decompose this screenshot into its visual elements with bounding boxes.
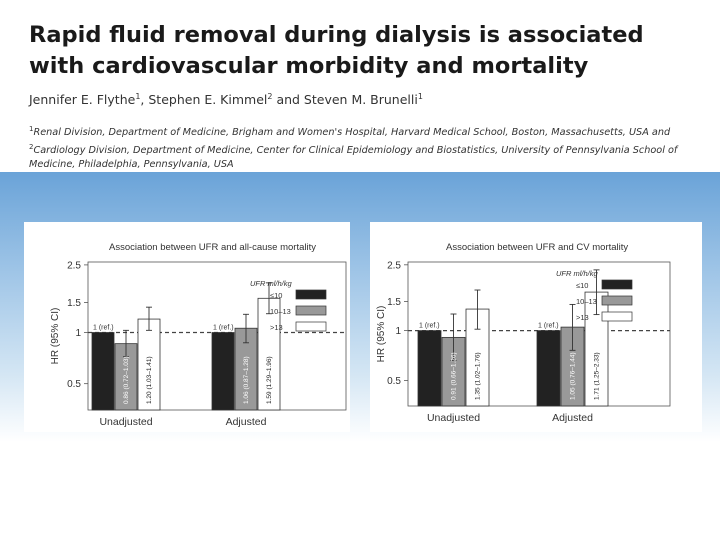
slide-header: Rapid fluid removal during dialysis is a… xyxy=(0,0,720,172)
y-tick-label: 1.5 xyxy=(387,297,401,308)
category-label: Unadjusted xyxy=(427,412,480,424)
legend-swatch xyxy=(601,311,633,322)
data-label: 1 (ref.) xyxy=(213,325,234,332)
legend-label: 10–13 xyxy=(576,297,597,306)
data-label: 1.06 (0.87–1.28) xyxy=(243,356,250,404)
title-line-1: Rapid fluid removal during dialysis is a… xyxy=(29,22,644,48)
legend-swatch xyxy=(295,289,327,300)
data-label: 1.05 (0.76–1.44) xyxy=(570,352,577,400)
chart-panel-cv: Association between UFR and CV mortality… xyxy=(370,222,702,432)
y-tick-label: 0.5 xyxy=(387,376,401,387)
data-label: 1 (ref.) xyxy=(538,323,559,330)
bar xyxy=(536,330,561,407)
data-label: 0.86 (0.72–1.03) xyxy=(123,356,130,404)
category-label: Adjusted xyxy=(552,412,593,424)
data-label: 1.59 (1.29–1.96) xyxy=(266,356,273,404)
y-tick-label: 0.5 xyxy=(67,379,81,390)
affil-2-text: Cardiology Division, Department of Medic… xyxy=(29,145,678,171)
affil-1-sup: 1 xyxy=(29,125,34,133)
author-1-sup: 1 xyxy=(135,92,141,101)
data-label: 1 (ref.) xyxy=(419,323,440,330)
author-1: Jennifer E. Flythe xyxy=(29,92,136,108)
legend-label: ≤10 xyxy=(576,281,588,290)
author-3-sup: 1 xyxy=(417,92,423,101)
data-label: 1.71 (1.25–2.33) xyxy=(594,352,601,400)
data-label: 1.35 (1.02–1.76) xyxy=(475,352,482,400)
chart-all-cause-mortality: Association between UFR and all-cause mo… xyxy=(50,242,347,428)
y-axis-label: HR (95% CI) xyxy=(376,306,387,363)
y-tick-label: 2.5 xyxy=(67,260,81,271)
y-tick-label: 1 xyxy=(75,328,81,339)
legend-swatch xyxy=(295,305,327,316)
legend-swatch xyxy=(295,321,327,332)
data-label: 1 (ref.) xyxy=(93,325,114,332)
author-3: and Steven M. Brunelli xyxy=(272,92,418,108)
legend-title: UFR ml/h/kg xyxy=(250,279,293,288)
chart-panel-all-cause: Association between UFR and all-cause mo… xyxy=(24,222,350,432)
data-label: 0.91 (0.66–1.26) xyxy=(451,352,458,400)
title-line-2: with cardiovascular morbidity and mortal… xyxy=(29,53,589,79)
legend-label: 10–13 xyxy=(270,307,291,316)
affil-2-sup: 2 xyxy=(29,143,34,152)
bar xyxy=(211,332,235,411)
legend-swatch xyxy=(601,279,633,290)
y-tick-label: 1 xyxy=(395,326,401,337)
authors-line: Jennifer E. Flythe1, Stephen E. Kimmel2 … xyxy=(29,92,423,107)
slide-title: Rapid fluid removal during dialysis is a… xyxy=(29,20,709,82)
category-label: Unadjusted xyxy=(99,416,152,428)
data-label: 1.20 (1.03–1.41) xyxy=(146,356,153,404)
author-2: , Stephen E. Kimmel xyxy=(140,92,268,108)
legend-swatch xyxy=(601,295,633,306)
y-axis-label: HR (95% CI) xyxy=(50,308,61,365)
legend-label: >13 xyxy=(576,313,589,322)
y-tick-label: 1.5 xyxy=(67,298,81,309)
chart-title: Association between UFR and CV mortality xyxy=(446,242,628,253)
legend-title: UFR ml/h/kg xyxy=(556,269,599,278)
chart-title: Association between UFR and all-cause mo… xyxy=(109,242,316,253)
affiliations: 1Renal Division, Department of Medicine,… xyxy=(29,122,701,172)
affil-1-text: Renal Division, Department of Medicine, … xyxy=(33,127,671,139)
category-label: Adjusted xyxy=(226,416,267,428)
author-2-sup: 2 xyxy=(267,92,273,101)
legend-label: >13 xyxy=(270,323,283,332)
legend-label: ≤10 xyxy=(270,291,282,300)
y-tick-label: 2.5 xyxy=(387,260,401,271)
bar xyxy=(417,330,442,407)
bar xyxy=(91,332,115,411)
chart-cv-mortality: Association between UFR and CV mortality… xyxy=(376,242,671,424)
